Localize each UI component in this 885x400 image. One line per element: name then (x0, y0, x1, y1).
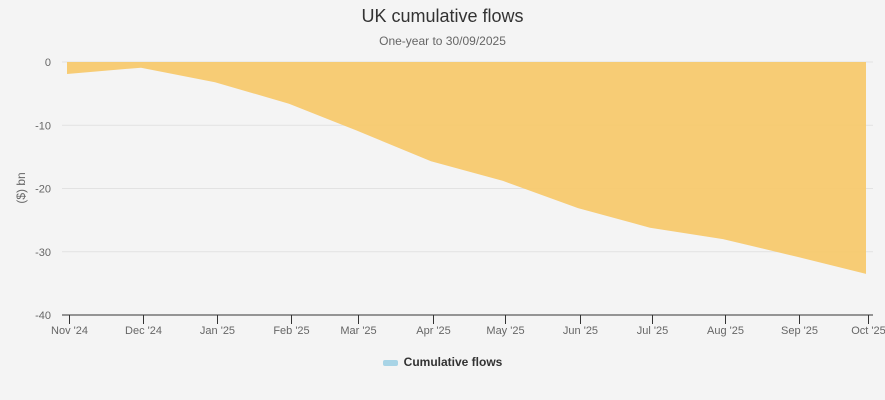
x-tick-label: Jan '25 (200, 325, 235, 337)
y-tick-label: 0 (45, 57, 51, 69)
x-tick-label: Jul '25 (637, 325, 668, 337)
legend-item-cumulative-flows[interactable]: Cumulative flows (403, 355, 503, 369)
y-tick-label: -20 (35, 184, 51, 196)
y-axis-title: ($) bn (14, 172, 28, 203)
cumulative-flows-area[interactable] (67, 62, 866, 274)
area-chart: 0 -10 -20 -30 -40 Nov '24 Dec '24 Jan '25 Feb '… (14, 57, 885, 337)
x-tick-label: Feb '25 (273, 325, 309, 337)
chart-title: UK cumulative flows (361, 6, 524, 26)
chart-subtitle: One-year to 30/09/2025 (379, 34, 506, 48)
y-tick-label: -30 (35, 247, 51, 259)
x-tick-label: Sep '25 (781, 325, 818, 337)
x-tick-label: Dec '24 (125, 325, 162, 337)
x-tick-label: Nov '24 (51, 325, 88, 337)
y-axis-labels: 0 -10 -20 -30 -40 (35, 57, 51, 322)
x-tick-label: May '25 (486, 325, 524, 337)
y-tick-label: -40 (35, 310, 51, 322)
x-tick-label: Apr '25 (416, 325, 451, 337)
y-tick-label: -10 (35, 120, 51, 132)
legend: Cumulative flows (0, 355, 885, 369)
legend-swatch-cumulative-flows[interactable] (382, 360, 398, 366)
x-tick-label: Oct '25 (851, 325, 885, 337)
x-tick-label: Mar '25 (340, 325, 376, 337)
x-tick-label: Jun '25 (563, 325, 598, 337)
x-axis: Nov '24 Dec '24 Jan '25 Feb '25 Mar '25 Apr '… (51, 314, 885, 337)
x-tick-label: Aug '25 (707, 325, 744, 337)
